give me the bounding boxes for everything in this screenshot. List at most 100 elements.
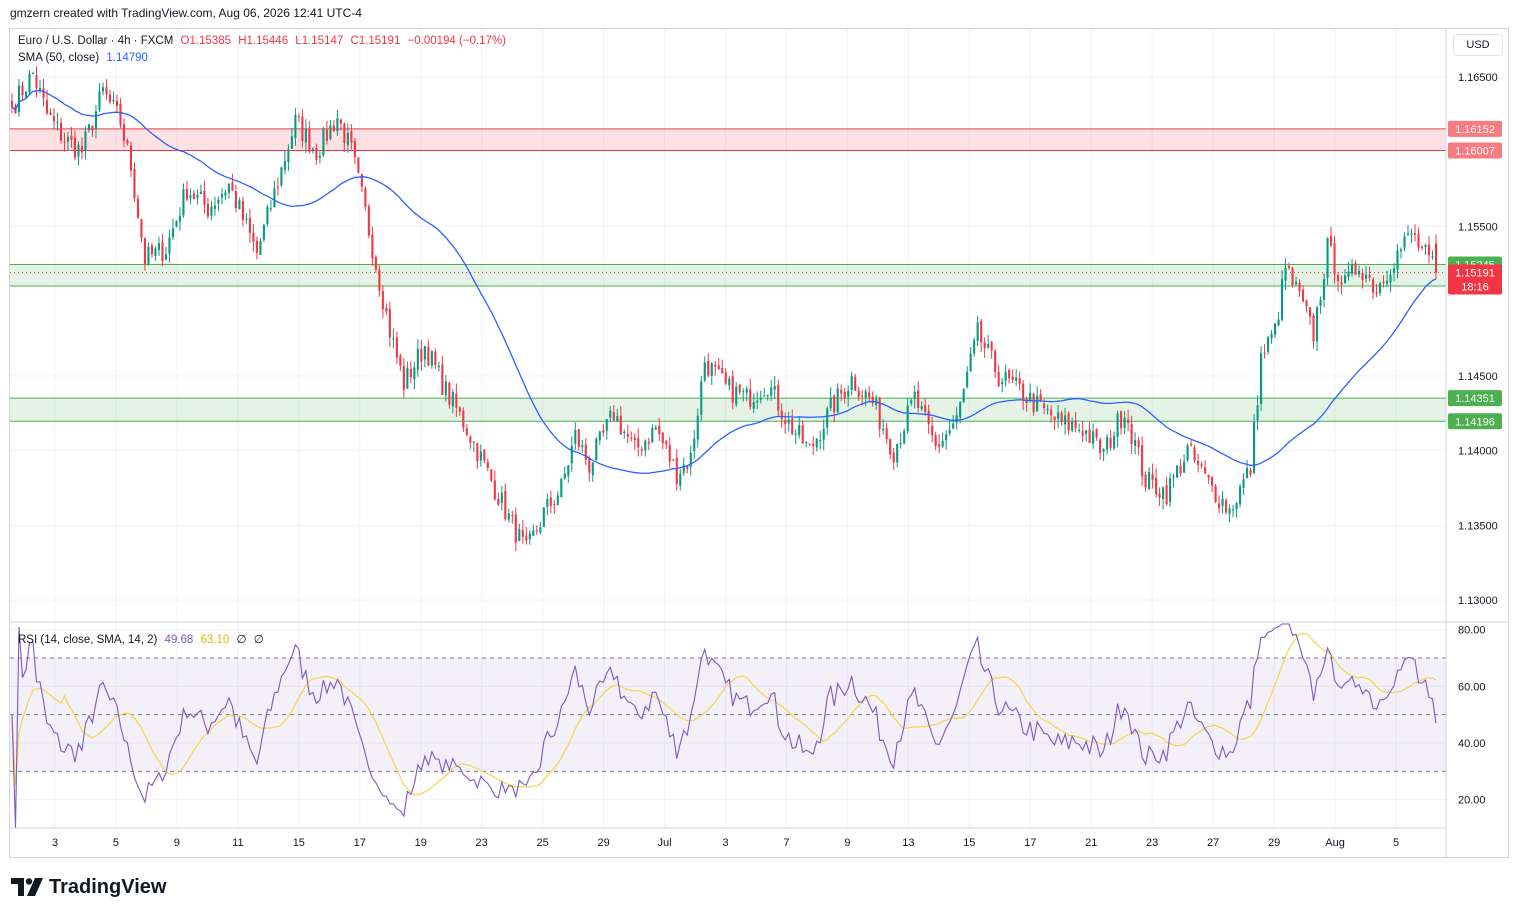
currency-button[interactable]: USD <box>1453 34 1503 56</box>
candle-body <box>1211 477 1214 486</box>
candle-body <box>1294 281 1298 285</box>
candle-body <box>910 400 913 404</box>
candle-body <box>360 174 363 187</box>
rsi-extra-1: ∅ <box>236 634 247 646</box>
candle-body <box>542 507 545 528</box>
candle-body <box>654 427 657 430</box>
candle-body <box>973 340 976 354</box>
candle-body <box>633 437 636 440</box>
candle-body <box>763 395 766 397</box>
candle-body <box>1067 413 1070 431</box>
candle-body <box>700 381 703 415</box>
candle-body <box>1225 500 1228 513</box>
candle-body <box>514 514 517 543</box>
candle-body <box>665 441 668 445</box>
candle-body <box>1305 300 1308 307</box>
candle-body <box>682 464 685 473</box>
candle-body <box>427 346 430 366</box>
candle-body <box>437 365 440 368</box>
candle-body <box>1417 233 1420 248</box>
candle-body <box>1218 503 1221 508</box>
candle-body <box>1200 464 1203 466</box>
candle-body <box>584 444 587 460</box>
candle-body <box>122 124 126 141</box>
candle-body <box>350 131 353 143</box>
candle-body <box>1253 421 1256 473</box>
candle-body <box>458 407 461 412</box>
candle-body <box>294 114 297 138</box>
sma-polyline <box>11 89 1437 474</box>
candle-body <box>1036 395 1039 412</box>
candle-body <box>24 91 28 98</box>
candle-body <box>1385 280 1389 284</box>
support-bottom-tag-bg <box>1448 413 1502 430</box>
candle-body <box>465 428 468 435</box>
candle-body <box>108 94 112 102</box>
candle-body <box>1134 439 1137 446</box>
rsi-tick-label: 40.00 <box>1458 738 1486 750</box>
candle-body <box>1267 337 1270 352</box>
candle-body <box>213 205 216 209</box>
candle-body <box>84 131 87 151</box>
candle-body <box>203 190 206 205</box>
candle-body <box>1099 439 1102 454</box>
candle-body <box>1361 272 1364 281</box>
candle-body <box>17 85 21 113</box>
candle-body <box>1343 275 1347 283</box>
candle-body <box>192 193 195 200</box>
candle-body <box>1263 352 1266 354</box>
candle-body <box>1378 283 1382 293</box>
candle-body <box>136 198 140 218</box>
candle-body <box>1319 299 1322 306</box>
candle-body <box>1246 468 1249 479</box>
candle-body <box>52 116 56 122</box>
candle-body <box>626 434 629 437</box>
candle-body <box>448 382 451 405</box>
candle-body <box>322 128 325 156</box>
candle-body <box>1329 235 1333 246</box>
candle-body <box>1064 415 1067 425</box>
candle-body <box>133 168 136 199</box>
candle-body <box>66 137 70 142</box>
candle-body <box>1109 437 1112 448</box>
candle-body <box>1123 417 1126 428</box>
candle-body <box>934 435 937 446</box>
candle-body <box>224 192 227 196</box>
candle-body <box>812 443 815 447</box>
candle-body <box>182 189 185 216</box>
resistance-top-tag-bg <box>1448 120 1502 137</box>
rsi-polyline <box>11 623 1437 829</box>
candle-body <box>1141 445 1144 477</box>
candle-body <box>220 194 223 198</box>
candle-body <box>1197 460 1200 465</box>
price-tags: 1.161521.160071.152451.151011.143511.141… <box>1448 120 1502 430</box>
candle-body <box>1043 403 1046 408</box>
candle-body <box>1137 440 1140 448</box>
candle-body <box>1403 236 1406 248</box>
candle-body <box>780 410 783 419</box>
tradingview-logo[interactable]: TradingView <box>11 876 166 898</box>
candle-body <box>1336 275 1340 282</box>
candle-body <box>805 441 808 443</box>
candle-body <box>91 125 94 131</box>
candle-body <box>119 103 122 125</box>
candle-body <box>1340 282 1343 285</box>
candle-body <box>234 191 237 209</box>
candle-body <box>462 410 465 428</box>
candle-body <box>1046 408 1049 411</box>
candle-body <box>154 248 157 257</box>
candle-body <box>738 384 741 393</box>
candle-body <box>1392 268 1396 273</box>
candle-body <box>546 499 549 507</box>
candle-body <box>598 431 601 441</box>
price-tick-label: 1.14500 <box>1458 371 1498 383</box>
candle-body <box>637 438 640 448</box>
candle-body <box>1424 245 1427 248</box>
candle-body <box>686 466 689 469</box>
candle-body <box>150 245 154 255</box>
candle-body <box>406 367 409 389</box>
candle-body <box>1228 508 1231 514</box>
rsi-value: 49.68 <box>164 634 194 646</box>
time-tick-label: Aug <box>1325 837 1345 849</box>
